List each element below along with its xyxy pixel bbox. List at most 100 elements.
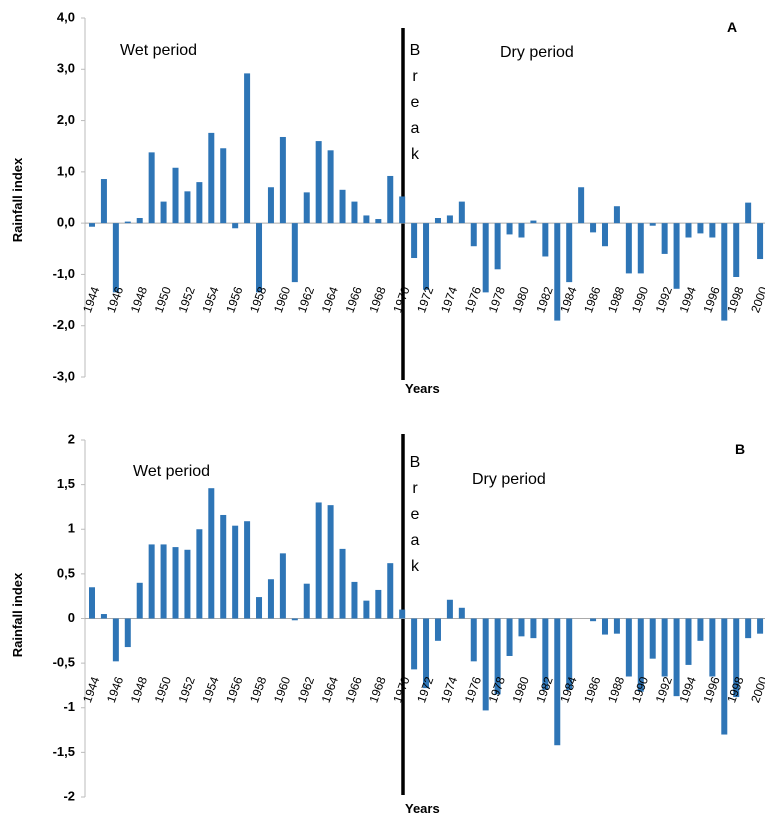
bar — [375, 219, 382, 224]
x-tick-label: 1986 — [581, 284, 603, 314]
bar — [494, 618, 501, 695]
bar — [709, 618, 716, 677]
x-tick-label: 1948 — [128, 674, 150, 704]
bar — [673, 223, 680, 289]
bar — [184, 191, 191, 224]
x-tick-label: 1966 — [343, 284, 365, 314]
bar — [267, 579, 274, 619]
bar — [363, 600, 370, 619]
y-tick-label: 2,0 — [57, 112, 75, 127]
bar — [721, 223, 728, 321]
bar — [315, 502, 322, 619]
y-tick-label: 4,0 — [57, 9, 75, 24]
bar — [566, 223, 573, 283]
x-tick-label: 1996 — [700, 284, 722, 314]
bar — [590, 618, 597, 622]
bar — [578, 187, 585, 224]
annotation: Wet period — [120, 42, 197, 59]
y-tick-label: -2,0 — [53, 317, 75, 332]
bar — [434, 218, 441, 224]
x-tick-label: 1964 — [319, 674, 341, 704]
x-tick-label: 1960 — [271, 284, 293, 314]
bar — [220, 514, 227, 619]
x-tick-label: 1968 — [366, 674, 388, 704]
bar — [649, 223, 656, 226]
y-tick-label: -2 — [63, 788, 75, 803]
y-axis-title: Rainfall index — [10, 157, 25, 242]
bar — [601, 618, 608, 635]
y-tick-label: -0,5 — [53, 655, 75, 670]
bar — [399, 609, 406, 619]
bar — [89, 223, 95, 227]
x-tick-label: 1976 — [462, 284, 484, 314]
y-tick-label: 1,5 — [57, 476, 75, 491]
bar — [136, 218, 143, 224]
bar — [506, 223, 513, 235]
bar — [327, 505, 334, 619]
y-tick-label: -1 — [63, 699, 75, 714]
x-tick-label: 1944 — [80, 284, 102, 314]
bar — [542, 618, 549, 690]
bar — [482, 618, 489, 711]
bar — [554, 618, 561, 746]
bar — [100, 179, 107, 224]
annotation: Break — [407, 454, 424, 584]
bar — [458, 607, 465, 619]
bar — [709, 223, 716, 238]
bar — [434, 618, 441, 641]
bar — [232, 525, 239, 619]
bar — [649, 618, 656, 659]
bar — [446, 215, 453, 224]
x-tick-label: 1946 — [104, 284, 126, 314]
bar — [220, 148, 227, 224]
bar — [339, 189, 346, 224]
x-tick-label: 1998 — [724, 284, 746, 314]
x-tick-label: 1970 — [390, 674, 412, 704]
x-tick-label: 1980 — [510, 284, 532, 314]
x-tick-label: 1964 — [319, 284, 341, 314]
x-tick-label: 1988 — [605, 674, 627, 704]
bar — [697, 223, 704, 234]
annotation: Dry period — [500, 44, 574, 61]
x-tick-label: 1958 — [247, 284, 269, 314]
bar — [661, 618, 668, 677]
y-tick-label: 0,5 — [57, 565, 75, 580]
x-tick-label: 1966 — [343, 674, 365, 704]
x-axis-title: Years — [405, 381, 440, 396]
x-tick-label: 1952 — [176, 284, 198, 314]
x-tick-label: 1984 — [557, 284, 579, 314]
bar — [625, 223, 632, 274]
bar — [733, 618, 740, 698]
x-tick-label: 1974 — [438, 674, 460, 704]
bar — [124, 618, 131, 648]
y-tick-label: 0,0 — [57, 215, 75, 230]
bar — [89, 587, 95, 619]
y-tick-label: -1,0 — [53, 266, 75, 281]
bar — [685, 618, 692, 665]
x-tick-label: 1984 — [557, 674, 579, 704]
x-tick-label: 1952 — [176, 674, 198, 704]
bar — [685, 223, 692, 238]
bar — [148, 544, 155, 619]
bar — [375, 589, 382, 619]
x-tick-label: 2000 — [748, 284, 765, 314]
bar — [112, 223, 119, 293]
bar — [136, 582, 143, 619]
y-tick-label: 0 — [68, 610, 75, 625]
bar — [697, 618, 704, 641]
bar — [423, 618, 430, 689]
bar — [256, 223, 263, 293]
bar — [172, 167, 179, 224]
annotation: Dry period — [472, 471, 546, 488]
x-tick-label: 1988 — [605, 284, 627, 314]
x-tick-label: 1962 — [295, 674, 317, 704]
bar — [661, 223, 668, 254]
bar — [554, 223, 561, 321]
bar — [745, 202, 752, 224]
y-tick-label: 2 — [68, 431, 75, 446]
bar — [482, 223, 489, 293]
bar — [399, 196, 406, 224]
bar — [518, 618, 525, 637]
bar — [625, 618, 632, 677]
bar — [745, 618, 752, 639]
